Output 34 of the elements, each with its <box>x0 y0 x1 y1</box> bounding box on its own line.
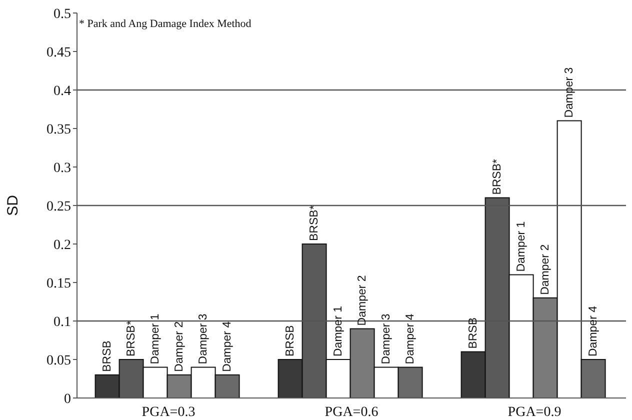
text: Damper 4 <box>221 320 234 372</box>
text: Damper 2 <box>356 275 368 326</box>
text: BRSB <box>101 340 114 372</box>
text: BRSB* <box>491 159 504 195</box>
text: Damper 3 <box>380 314 392 364</box>
y-axis-title: SD <box>4 194 22 216</box>
text: Damper 4 <box>404 314 416 364</box>
y-tick-label: 0.05 <box>46 353 71 368</box>
text: Damper 1 <box>515 221 528 272</box>
text: BRSB <box>284 325 296 356</box>
text: Damper 2 <box>539 244 552 295</box>
text: Damper 1 <box>332 306 344 356</box>
y-tick-label: 0.1 <box>54 314 71 330</box>
y-tick-label: 0.35 <box>46 122 71 138</box>
text: Damper 1 <box>149 314 162 364</box>
text: Damper 3 <box>563 67 576 118</box>
text: BRSB <box>467 317 480 349</box>
text: BRSB* <box>125 320 138 356</box>
y-tick-label: 0 <box>64 392 71 407</box>
x-tick-label: PGA=0.9 <box>508 404 562 420</box>
x-tick-label: PGA=0.3 <box>142 404 196 420</box>
annotation: * Park and Ang Damage Index Method <box>79 18 252 30</box>
x-tick-label: PGA=0.6 <box>324 404 378 420</box>
text: Damper 2 <box>173 321 186 372</box>
y-tick-label: 0.15 <box>46 276 71 292</box>
y-tick-label: 0.45 <box>46 45 71 60</box>
text: BRSB* <box>308 205 320 241</box>
y-tick-label: 0.3 <box>54 160 71 176</box>
y-tick-label: 0.4 <box>54 84 71 99</box>
y-tick-label: 0.2 <box>54 238 71 253</box>
text: Damper 4 <box>587 306 600 356</box>
y-tick-label: 0.25 <box>46 199 71 214</box>
y-tick-label: 0.5 <box>54 6 71 22</box>
text: Damper 3 <box>197 314 210 364</box>
